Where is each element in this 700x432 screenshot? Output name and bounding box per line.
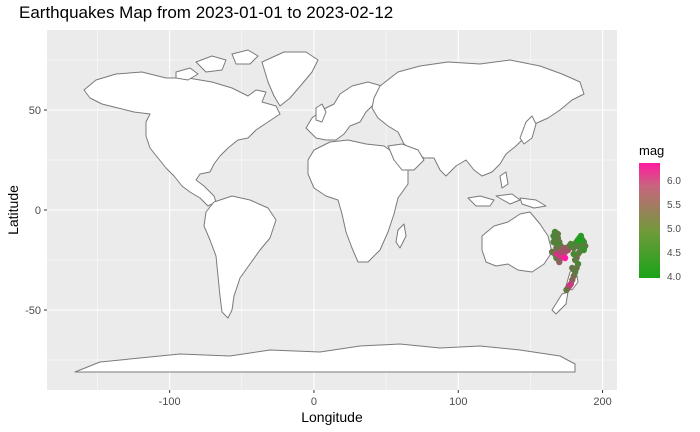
earthquake-point xyxy=(554,230,562,238)
north-america-landmass xyxy=(83,71,281,207)
legend-tick-label: 6.0 xyxy=(667,176,681,188)
legend-tick-label: 5.5 xyxy=(667,200,681,212)
uk-landmass xyxy=(315,103,327,123)
world-landmasses xyxy=(74,49,585,373)
earthquake-point xyxy=(570,250,577,258)
earthquake-point xyxy=(580,246,588,254)
x-tick-label: -100 xyxy=(159,396,181,408)
africa-landmass xyxy=(307,139,409,263)
earthquake-points xyxy=(548,228,589,294)
x-axis-title: Longitude xyxy=(301,409,363,425)
greenland-landmass xyxy=(261,51,319,107)
legend-tick-label: 4.5 xyxy=(667,248,681,260)
earthquake-point xyxy=(560,244,567,252)
south-america-landmass xyxy=(203,195,277,319)
y-axis-title: Latitude xyxy=(5,185,21,235)
earthquake-point xyxy=(569,264,576,272)
plot-title: Earthquakes Map from 2023-01-01 to 2023-… xyxy=(19,3,394,22)
arabian-peninsula xyxy=(387,143,425,171)
y-tick-label: 50 xyxy=(29,105,41,117)
legend-colorbar xyxy=(639,163,660,278)
australia-landmass xyxy=(481,211,553,273)
arctic-islands xyxy=(175,49,259,81)
x-tick-label: 200 xyxy=(593,396,611,408)
legend-title: mag xyxy=(639,143,665,158)
magnitude-legend: mag 4.0 4.5 5.0 5.5 6.0 xyxy=(637,143,697,283)
southeast-asia-islands xyxy=(467,171,547,209)
x-tick-label: 100 xyxy=(449,396,467,408)
earthquake-point xyxy=(550,238,557,246)
x-tick-label: 0 xyxy=(311,396,317,408)
earthquake-point xyxy=(556,258,563,266)
legend-tick-label: 4.0 xyxy=(667,272,681,283)
antarctica-landmass xyxy=(74,343,576,373)
legend-tick-label: 5.0 xyxy=(667,224,681,236)
madagascar-landmass xyxy=(395,223,407,249)
earthquake-point xyxy=(576,236,583,244)
y-tick-label: -50 xyxy=(25,305,41,317)
asia-landmass xyxy=(371,59,585,177)
japan-landmass xyxy=(519,115,537,145)
earthquake-point xyxy=(561,254,569,262)
earthquake-point xyxy=(563,286,570,294)
y-tick-label: 0 xyxy=(35,205,41,217)
earthquake-point xyxy=(553,244,560,252)
axis-ticks: -100 0 100 200 -50 0 50 xyxy=(25,105,612,408)
